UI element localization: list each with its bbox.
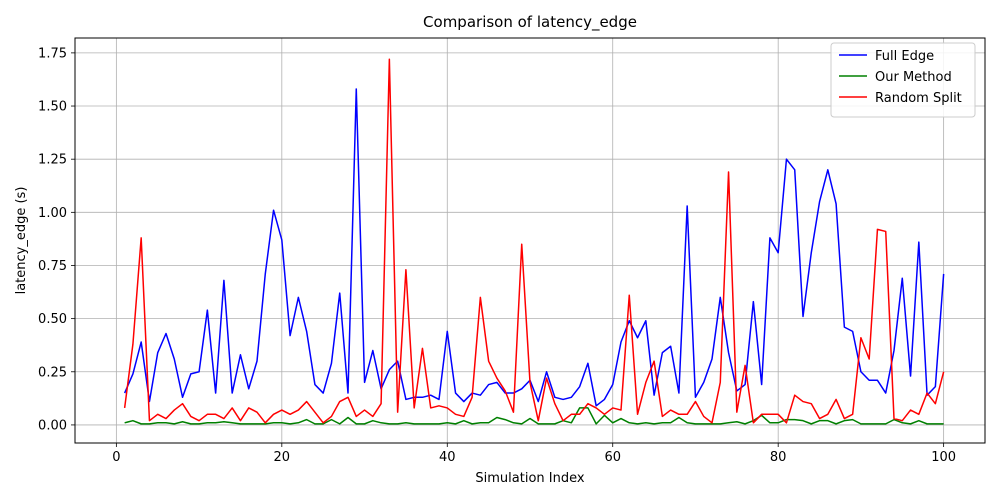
series-layer xyxy=(123,58,945,425)
x-tick-label: 60 xyxy=(604,450,621,465)
x-axis-label: Simulation Index xyxy=(475,471,584,486)
series-line-full-edge xyxy=(123,88,945,407)
x-tick-label: 100 xyxy=(931,450,956,465)
y-tick-label: 0.50 xyxy=(38,312,67,327)
plot-frame xyxy=(74,37,986,444)
y-tick-label: 1.75 xyxy=(38,46,67,61)
x-tick-label: 40 xyxy=(439,450,456,465)
y-tick-label: 1.50 xyxy=(38,100,67,115)
chart-title: Comparison of latency_edge xyxy=(423,13,637,32)
y-tick-label: 0.00 xyxy=(38,418,67,433)
series-line-our-method xyxy=(124,407,944,425)
legend-label: Random Split xyxy=(875,91,962,106)
legend-box xyxy=(830,42,976,118)
y-tick-label: 0.75 xyxy=(38,259,67,274)
y-tick-label: 0.25 xyxy=(38,365,67,380)
tick-layer: 0 20 40 60 80 100 0.00 0.25 0.50 0.75 1.00 1.25 1.50… xyxy=(38,46,956,465)
y-tick-label: 1.00 xyxy=(38,206,67,221)
legend: Full Edge Our Method Random Split xyxy=(830,42,976,118)
legend-label: Full Edge xyxy=(875,49,934,64)
series-line-random-split xyxy=(123,58,945,424)
legend-label: Our Method xyxy=(875,70,952,85)
x-tick-label: 20 xyxy=(274,450,291,465)
x-tick-label: 0 xyxy=(112,450,120,465)
y-tick-label: 1.25 xyxy=(38,153,67,168)
y-axis-label: latency_edge (s) xyxy=(14,187,29,295)
x-tick-label: 80 xyxy=(770,450,787,465)
